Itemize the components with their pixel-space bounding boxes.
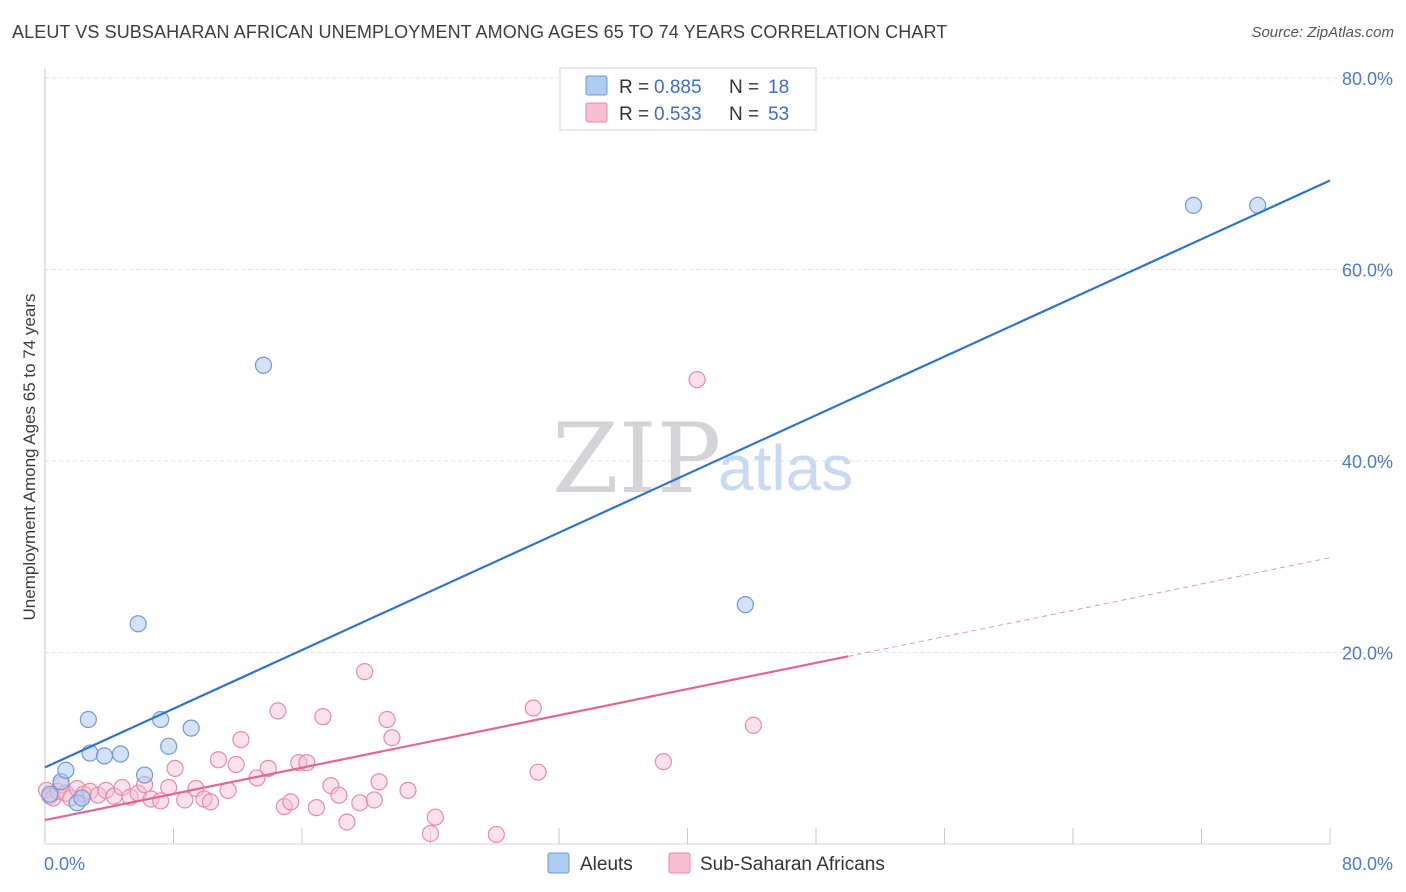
bottom-legend-aleuts[interactable]: Aleuts [547,852,633,875]
data-point-aleuts [41,785,59,803]
data-point-subsaharan [166,759,184,777]
data-point-subsaharan [307,799,326,817]
data-point-subsaharan [314,708,332,726]
data-point-subsaharan [383,729,401,747]
data-point-subsaharan [209,751,228,769]
y-tick-label: 40.0% [1342,452,1393,472]
bottom-legend-subsaharan[interactable]: Sub-Saharan Africans [668,852,885,875]
data-point-aleuts [79,710,97,729]
x-tick-label-max: 80.0% [1342,854,1393,874]
legend-n-label: N = [729,104,759,125]
data-point-aleuts [135,766,154,784]
chart-title: ALEUT VS SUBSAHARAN AFRICAN UNEMPLOYMENT… [12,22,948,42]
data-point-subsaharan [487,825,505,844]
data-point-aleuts [160,737,178,755]
data-point-subsaharan [201,793,220,811]
data-point-subsaharan [688,371,706,389]
data-point-aleuts [736,596,754,614]
legend-n-value-aleuts: 18 [768,77,789,98]
data-point-subsaharan [524,699,542,717]
bottom-legend-label-subsaharan: Sub-Saharan Africans [700,854,885,875]
legend-row-aleuts: R = 0.885 N = 18 [585,75,789,98]
zipatlas-watermark: ZIP atlas [552,403,853,515]
legend-r-label: R = [619,77,649,98]
data-point-subsaharan [351,794,369,812]
chart-source: Source: ZipAtlas.com [1251,24,1394,41]
bottom-legend-label-aleuts: Aleuts [580,854,633,875]
legend-n-label: N = [729,77,759,98]
y-axis-title: Unemployment Among Ages 65 to 74 years [20,294,39,621]
data-point-subsaharan [356,663,374,681]
trend-line-subsaharan [44,655,849,822]
data-point-subsaharan [365,791,383,809]
legend-box: R = 0.885 N = 18 R = 0.533 N = 53 [559,67,817,131]
data-point-subsaharan [654,753,673,771]
y-tick-label: 80.0% [1342,69,1393,89]
data-point-subsaharan [529,763,547,781]
data-point-subsaharan [426,808,444,826]
data-point-subsaharan [338,813,356,831]
axes-layer [44,68,1331,845]
y-tick-label: 60.0% [1342,261,1393,281]
bottom-legend: Aleuts Sub-Saharan Africans [547,852,885,875]
data-point-aleuts [95,747,114,765]
data-point-aleuts [1184,196,1203,214]
grid-layer [45,77,1392,653]
y-tick-label: 20.0% [1342,644,1393,664]
data-point-aleuts [57,761,75,779]
trend-line-aleuts [44,179,1331,769]
data-point-subsaharan [259,759,277,777]
legend-r-label: R = [619,104,649,125]
data-point-subsaharan [378,710,396,729]
x-tick-label-min: 0.0% [44,854,85,874]
watermark-atlas: atlas [718,432,853,504]
data-point-subsaharan [282,793,300,811]
legend-n-value-subsaharan: 53 [768,104,789,125]
trend-lines [44,179,1331,822]
series-aleuts-points [41,196,1267,812]
data-point-subsaharan [399,781,417,799]
data-point-subsaharan [227,755,245,774]
data-point-aleuts [129,615,147,633]
data-point-subsaharan [370,773,388,791]
data-point-aleuts [182,719,200,737]
data-point-aleuts [254,356,273,374]
data-point-subsaharan [232,731,250,749]
data-point-subsaharan [744,716,762,734]
legend-r-value-subsaharan: 0.533 [654,104,702,125]
trend-line-subsaharan-extension [848,557,1331,657]
tick-labels: 20.0% 40.0% 60.0% 80.0% 0.0% 80.0% [44,69,1393,874]
data-point-aleuts [111,745,130,763]
data-point-subsaharan [330,786,348,804]
data-point-subsaharan [421,824,440,843]
data-point-aleuts [73,789,91,807]
legend-r-value-aleuts: 0.885 [654,77,702,98]
legend-row-subsaharan: R = 0.533 N = 53 [585,102,789,125]
data-point-subsaharan [269,702,287,720]
